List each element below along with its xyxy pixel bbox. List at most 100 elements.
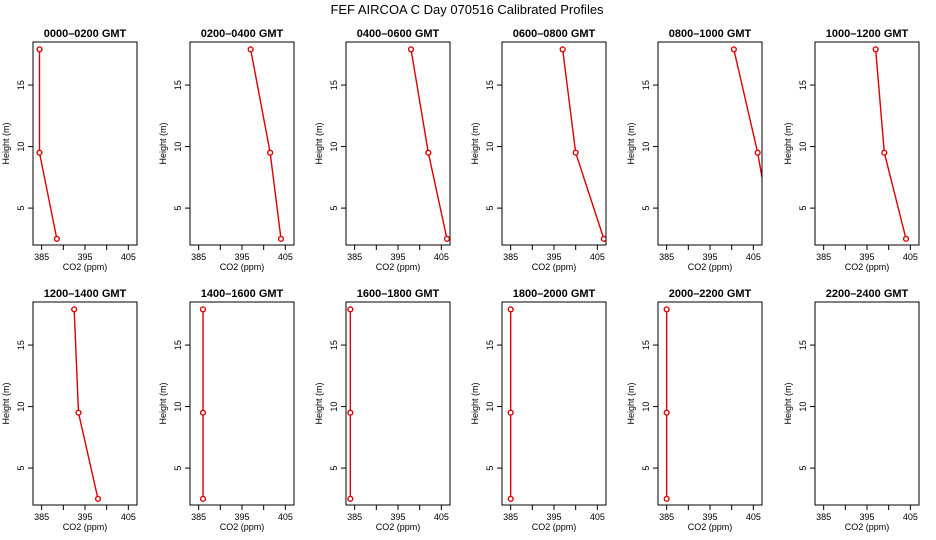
panel-title: 1600–1800 GMT — [357, 288, 440, 300]
y-tick-label: 5 — [329, 206, 339, 211]
x-tick-label: 395 — [234, 252, 249, 262]
y-axis-label: Height (m) — [783, 122, 793, 164]
profile-point — [443, 235, 450, 242]
y-axis-label: Height (m) — [314, 122, 324, 164]
profile-line — [38, 49, 58, 239]
data-layer — [199, 306, 207, 502]
profile-point — [572, 149, 579, 156]
profile-point — [803, 496, 808, 501]
x-tick-label: 385 — [191, 512, 206, 522]
profile-point — [872, 46, 879, 53]
x-tick-label: 395 — [390, 252, 405, 262]
plot-box — [501, 41, 607, 246]
y-tick-label: 10 — [173, 402, 183, 412]
y-tick-label: 15 — [641, 80, 651, 90]
y-tick-label: 5 — [173, 206, 183, 211]
x-axis-label: CO2 (ppm) — [688, 262, 733, 272]
data-layer — [247, 46, 285, 242]
profile-line — [73, 309, 99, 500]
y-tick-label: 15 — [641, 340, 651, 350]
x-tick-label: 395 — [859, 512, 874, 522]
y-tick-label: 15 — [485, 80, 495, 90]
panel-title: 0400–0600 GMT — [357, 28, 440, 40]
x-axis-label: CO2 (ppm) — [532, 522, 577, 532]
x-tick-label: 395 — [77, 252, 92, 262]
profile-point — [36, 149, 43, 156]
y-tick-label: 5 — [485, 466, 495, 471]
profile-line — [410, 49, 448, 239]
plot-box — [814, 301, 920, 506]
data-layer — [36, 46, 60, 242]
y-tick-label: 10 — [329, 142, 339, 152]
data-layer — [872, 46, 910, 242]
profile-point — [36, 46, 43, 53]
y-tick-label: 5 — [798, 466, 808, 471]
x-axis-label: CO2 (ppm) — [220, 262, 265, 272]
profile-point — [754, 149, 761, 156]
x-tick-label: 395 — [77, 512, 92, 522]
y-tick-label: 15 — [798, 340, 808, 350]
y-tick-label: 15 — [173, 80, 183, 90]
y-tick-label: 5 — [16, 206, 26, 211]
x-axis-label: CO2 (ppm) — [63, 262, 108, 272]
profile-panel: 1800–2000 GMT 385 395 405 5 10 15 CO2 (ppm) Heig… — [470, 288, 607, 532]
data-layer — [407, 46, 450, 242]
profile-panel: 1600–1800 GMT 385 395 405 5 10 15 CO2 (ppm) Heig… — [314, 288, 451, 532]
x-axis-label: CO2 (ppm) — [688, 522, 733, 532]
y-tick-label: 5 — [641, 206, 651, 211]
profile-point — [902, 235, 910, 242]
profile-point — [347, 495, 354, 502]
profile-point — [71, 306, 78, 313]
y-tick-label: 10 — [641, 142, 651, 152]
data-layer — [71, 306, 102, 502]
y-tick-label: 10 — [798, 402, 808, 412]
profile-panel: 0600–0800 GMT 385 395 405 5 10 15 CO2 (ppm) Heig… — [470, 28, 607, 272]
x-tick-label: 405 — [434, 252, 449, 262]
panel-title: 1400–1600 GMT — [201, 288, 284, 300]
profile-point — [267, 149, 274, 156]
x-axis-label: CO2 (ppm) — [845, 522, 890, 532]
y-tick-label: 10 — [485, 142, 495, 152]
y-tick-label: 10 — [16, 402, 26, 412]
y-tick-label: 15 — [798, 80, 808, 90]
profile-point — [407, 46, 415, 53]
x-tick-label: 405 — [278, 512, 293, 522]
y-tick-label: 10 — [173, 142, 183, 152]
plot-box — [32, 41, 138, 246]
x-tick-label: 385 — [191, 252, 206, 262]
panel-title: 0800–1000 GMT — [669, 28, 752, 40]
x-axis-label: CO2 (ppm) — [220, 522, 265, 532]
panel-title: 0000–0200 GMT — [44, 28, 127, 40]
y-axis-label: Height (m) — [1, 382, 11, 424]
y-tick-label: 10 — [485, 402, 495, 412]
profile-point — [53, 235, 60, 242]
profile-panel: 2000–2200 GMT 385 395 405 5 10 15 CO2 (ppm) Heig… — [626, 288, 763, 532]
data-layer — [730, 46, 762, 179]
data-layer — [559, 46, 606, 242]
x-tick-label: 405 — [590, 512, 605, 522]
profile-point — [199, 495, 207, 502]
x-axis-label: CO2 (ppm) — [376, 522, 421, 532]
profile-panel: 1000–1200 GMT 385 395 405 5 10 15 CO2 (ppm) Heig… — [783, 28, 920, 272]
panel-title: 0600–0800 GMT — [513, 28, 596, 40]
x-tick-label: 395 — [390, 512, 405, 522]
x-tick-label: 385 — [34, 252, 49, 262]
profile-point — [425, 149, 432, 156]
y-tick-label: 10 — [329, 402, 339, 412]
profile-point — [277, 235, 285, 242]
profile-point — [663, 306, 670, 313]
data-layer — [347, 306, 354, 502]
data-layer — [507, 306, 514, 502]
y-axis-label: Height (m) — [470, 122, 480, 164]
profile-point — [75, 409, 82, 416]
profile-panel: 1400–1600 GMT 385 395 405 5 10 15 CO2 (ppm) Heig… — [158, 288, 295, 532]
profile-point — [881, 149, 888, 156]
plot-box — [32, 301, 138, 506]
profile-panel: 0200–0400 GMT 385 395 405 5 10 15 CO2 (ppm) Heig… — [158, 28, 295, 272]
y-axis-label: Height (m) — [158, 382, 168, 424]
x-axis-label: CO2 (ppm) — [845, 262, 890, 272]
y-tick-label: 5 — [16, 466, 26, 471]
profile-point — [663, 495, 670, 502]
y-tick-label: 15 — [16, 80, 26, 90]
